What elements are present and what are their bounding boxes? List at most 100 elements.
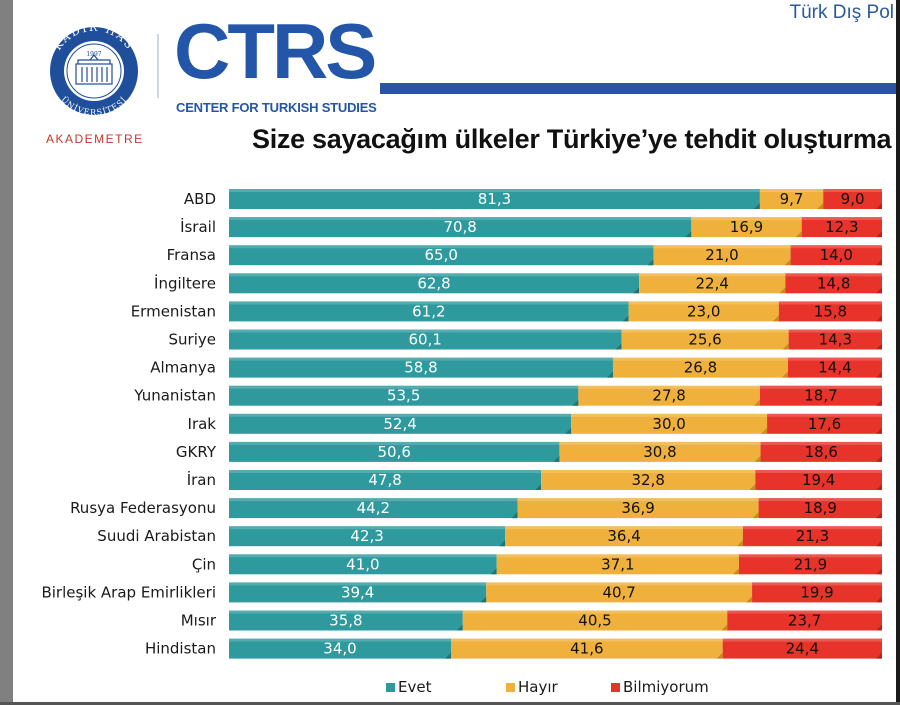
bar-segment-bevel [535, 484, 542, 490]
bar-segment-highlight [229, 217, 692, 221]
bar-segment-hayir [612, 357, 788, 378]
bar-segment-highlight [505, 526, 743, 530]
bar-segment-hayir [621, 329, 789, 350]
data-label-evet: 34,0 [323, 640, 356, 658]
data-label-bilmiyorum: 24,4 [786, 640, 819, 658]
category-label: Fransa [167, 246, 216, 264]
data-label-hayir: 16,9 [730, 218, 763, 236]
category-label: Yunanistan [133, 387, 216, 405]
bar-segment-highlight [229, 582, 487, 586]
bar-segment-highlight [559, 441, 761, 445]
bar-segment-bevel [876, 343, 882, 350]
bar-segment-highlight [229, 385, 579, 389]
bar-segment-highlight [517, 498, 759, 502]
bar-segment-bilmiyorum [785, 273, 882, 294]
chart-title: Size sayacağım ülkeler Türkiye’ye tehdit… [252, 124, 892, 154]
bar-segment-hayir [541, 470, 756, 490]
bar-segment-highlight [653, 245, 791, 249]
bar-segment-evet [229, 385, 579, 406]
bar-segment-evet [229, 413, 572, 434]
bar-segment-bevel [876, 596, 882, 603]
category-label: GKRY [176, 443, 217, 461]
bar-segment-bevel [749, 484, 756, 490]
bar-segment-bevel [445, 652, 452, 659]
data-label-evet: 50,6 [378, 443, 411, 461]
bar-segment-bevel [876, 315, 882, 322]
bar-segment-highlight [578, 385, 760, 389]
bar-segment-evet [229, 273, 640, 294]
data-label-bilmiyorum: 14,4 [818, 359, 851, 377]
legend-item-bilmiyorum: Bilmiyorum [611, 678, 709, 696]
bar-segment-bevel [553, 455, 560, 462]
data-label-bilmiyorum: 15,8 [814, 302, 847, 320]
legend-swatch [386, 682, 395, 692]
data-label-bilmiyorum: 18,6 [805, 443, 838, 461]
ctrs-logo-letters: CTRS [174, 7, 377, 95]
bar-segment-bilmiyorum [767, 413, 882, 434]
data-label-bilmiyorum: 21,9 [794, 555, 827, 573]
bar-segment-highlight [727, 610, 882, 614]
category-label: ABD [184, 190, 216, 208]
bar-segment-evet [229, 441, 560, 462]
category-label: İsrail [180, 217, 216, 236]
data-label-hayir: 32,8 [632, 471, 665, 489]
bar-segment-bilmiyorum [752, 582, 882, 603]
bottom-page-edge [0, 702, 900, 705]
category-label: Hindistan [145, 640, 216, 658]
data-label-evet: 70,8 [443, 218, 476, 236]
bar-segment-highlight [486, 582, 753, 586]
category-label: İngiltere [154, 273, 216, 292]
category-label: Birleşik Arap Emirlikleri [41, 583, 216, 601]
data-label-hayir: 37,1 [601, 555, 634, 573]
kadir-has-seal-logo: KADIR HAS ÜNİVERSİTESİ 1997 [50, 26, 138, 116]
data-label-evet: 47,8 [368, 471, 401, 489]
logo-divider [157, 34, 159, 98]
bar-segment-highlight [639, 273, 786, 277]
bar-segment-highlight [229, 329, 622, 333]
bar-segment-hayir [571, 413, 768, 434]
bar-segment-highlight [229, 357, 613, 361]
data-label-hayir: 36,9 [621, 499, 654, 517]
category-label: Çin [192, 555, 216, 573]
data-label-bilmiyorum: 19,4 [802, 471, 835, 489]
bar-segment-bilmiyorum [801, 217, 882, 238]
bar-segment-bevel [876, 371, 882, 378]
bar-segment-hayir [759, 189, 824, 209]
bar-segment-bevel [754, 455, 761, 462]
data-label-bilmiyorum: 18,9 [804, 499, 837, 517]
data-label-bilmiyorum: 18,7 [804, 387, 837, 405]
data-label-bilmiyorum: 14,0 [820, 246, 853, 264]
bar-segment-highlight [229, 554, 497, 558]
bar-segment-highlight [760, 441, 882, 445]
data-label-bilmiyorum: 14,3 [819, 331, 852, 349]
legend-label: Bilmiyorum [623, 678, 709, 696]
data-label-hayir: 40,5 [578, 612, 611, 630]
bar-segment-highlight [691, 217, 802, 221]
bar-segment-highlight [752, 582, 882, 586]
bar-segment-evet [229, 329, 622, 350]
bar-segment-evet [229, 470, 542, 490]
bar-segment-bevel [615, 343, 622, 350]
data-label-bilmiyorum: 12,3 [825, 218, 858, 236]
bar-segment-evet [229, 610, 463, 631]
bar-segment-bevel [490, 568, 497, 575]
data-label-evet: 61,2 [412, 302, 445, 320]
bar-segment-hayir [486, 582, 753, 603]
bar-segment-bilmiyorum [778, 301, 882, 322]
bar-segment-highlight [621, 329, 789, 333]
legend-label: Hayır [518, 678, 558, 696]
right-page-edge [896, 0, 900, 705]
bar-segment-bilmiyorum [727, 610, 882, 631]
bar-segment-highlight [229, 189, 760, 192]
bar-segment-bilmiyorum [787, 357, 882, 378]
bar-segment-bevel [633, 287, 640, 294]
data-label-hayir: 22,4 [696, 274, 729, 292]
bar-segment-highlight [229, 245, 654, 249]
bar-segment-evet [229, 526, 506, 547]
bar-segment-highlight [628, 301, 779, 305]
bar-segment-highlight [759, 189, 824, 192]
bar-segment-bevel [480, 596, 487, 603]
bar-segment-bilmiyorum [722, 638, 882, 659]
bar-segment-bevel [876, 512, 882, 519]
bar-segment-bevel [746, 596, 753, 603]
